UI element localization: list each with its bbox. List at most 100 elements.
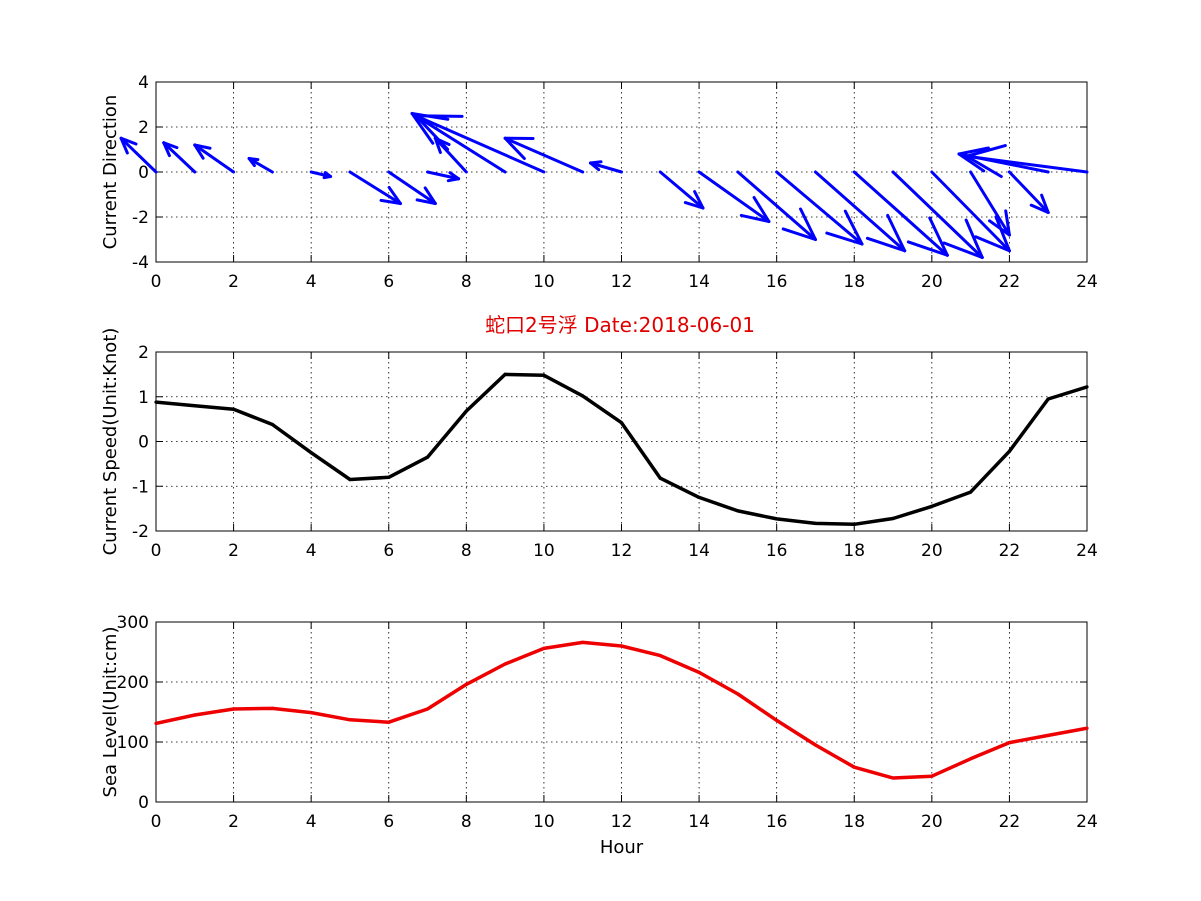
direction-arrow — [162, 141, 197, 174]
direction-arrow — [852, 170, 949, 257]
y-tick-label: -1 — [132, 477, 149, 497]
current-speed-point — [270, 422, 274, 427]
direction-arrow — [309, 170, 333, 180]
sea-level-point — [387, 720, 391, 724]
sea-level-point — [736, 692, 740, 696]
x-tick-label: 2 — [228, 812, 239, 832]
x-tick-label: 14 — [688, 812, 710, 832]
x-tick-label: 8 — [461, 272, 472, 292]
x-tick-label: 0 — [151, 812, 162, 832]
x-tick-label: 24 — [1076, 272, 1098, 292]
current-speed-point — [348, 477, 352, 482]
x-tick-label: 20 — [921, 541, 943, 561]
current-speed-point — [891, 516, 895, 521]
sea-level-point — [542, 646, 546, 651]
sea-level-point — [1007, 741, 1012, 745]
x-tick-label: 10 — [533, 541, 555, 561]
sea-level-point — [309, 711, 313, 715]
x-tick-label: 20 — [921, 812, 943, 832]
current-speed-point — [581, 394, 585, 398]
sea-level-point — [270, 706, 274, 711]
current-speed-point — [697, 495, 701, 500]
x-tick-label: 12 — [611, 812, 633, 832]
x-tick-label: 2 — [228, 272, 239, 292]
sea-level-point — [969, 757, 973, 761]
current-speed-point — [542, 373, 546, 377]
x-tick-label: 14 — [688, 541, 710, 561]
sea-level-point — [503, 662, 507, 666]
sea-level-point — [697, 670, 701, 675]
x-tick-label: 6 — [383, 812, 394, 832]
x-tick-label: 20 — [921, 272, 943, 292]
x-tick-label: 12 — [611, 272, 633, 292]
y-tick-label: 0 — [138, 793, 149, 813]
current-speed-point — [387, 475, 391, 479]
direction-arrow — [1007, 170, 1050, 214]
direction-arrow — [387, 170, 437, 205]
x-tick-label: 16 — [766, 272, 788, 292]
x-tick-label: 22 — [999, 812, 1021, 832]
current-speed-point — [193, 404, 197, 408]
current-speed-point — [736, 509, 740, 513]
x-tick-label: 6 — [383, 541, 394, 561]
direction-arrow — [965, 144, 1089, 178]
x-tick-label: 0 — [151, 272, 162, 292]
x-tick-label: 24 — [1076, 812, 1098, 832]
sea-level-point — [348, 718, 352, 722]
direction-arrow — [813, 170, 907, 253]
direction-arrow — [426, 170, 461, 183]
y-tick-label: 1 — [138, 388, 149, 408]
x-tick-label: 10 — [533, 272, 555, 292]
direction-arrow — [658, 170, 705, 210]
direction-arrow — [119, 136, 158, 174]
current-speed-point — [619, 421, 624, 425]
x-tick-label: 16 — [766, 541, 788, 561]
sea-level-point — [775, 718, 779, 723]
current-speed-point — [658, 476, 662, 480]
current-speed-point — [309, 451, 313, 455]
x-tick-label: 18 — [843, 812, 865, 832]
sea-level-point — [1085, 726, 1089, 730]
current-speed-point — [464, 409, 468, 413]
current-speed-point — [930, 504, 934, 508]
y-tick-label: 0 — [138, 433, 149, 453]
direction-arrow — [247, 157, 274, 174]
direction-arrow — [969, 170, 1011, 237]
sea-level-point — [658, 654, 662, 658]
y-tick-label: 4 — [138, 73, 149, 93]
x-tick-label: 8 — [461, 541, 472, 561]
x-tick-label: 16 — [766, 812, 788, 832]
y-tick-label: -2 — [132, 522, 149, 542]
current-speed-point — [1046, 397, 1050, 401]
direction-arrow — [414, 114, 546, 174]
current-speed-point — [813, 521, 818, 525]
direction-arrow — [193, 143, 236, 174]
direction-arrow — [891, 170, 984, 259]
current-speed-point — [1085, 385, 1089, 389]
x-tick-label: 24 — [1076, 541, 1098, 561]
current-speed-ylabel: Current Speed(Unit:Knot) — [100, 328, 121, 556]
x-tick-label: 22 — [999, 541, 1021, 561]
current-direction-ylabel: Current Direction — [100, 95, 121, 250]
y-tick-label: 2 — [138, 118, 149, 138]
sea-level-point — [231, 707, 236, 711]
sea-level-ylabel: Sea Level(Unit:cm) — [100, 627, 121, 798]
x-tick-label: 8 — [461, 812, 472, 832]
x-tick-label: 10 — [533, 812, 555, 832]
direction-arrow — [503, 136, 585, 174]
sea-level-point — [619, 644, 624, 648]
x-tick-label: 18 — [843, 541, 865, 561]
x-tick-label: 12 — [611, 541, 633, 561]
sea-level-point — [581, 640, 585, 645]
direction-arrow — [588, 160, 623, 174]
x-tick-label: 4 — [306, 812, 317, 832]
sea-level-point — [1046, 733, 1050, 738]
direction-arrow — [930, 170, 1011, 253]
x-tick-label: 6 — [383, 272, 394, 292]
current-speed-point — [1007, 449, 1012, 453]
direction-arrow — [736, 170, 817, 241]
current-speed-point — [231, 407, 236, 411]
